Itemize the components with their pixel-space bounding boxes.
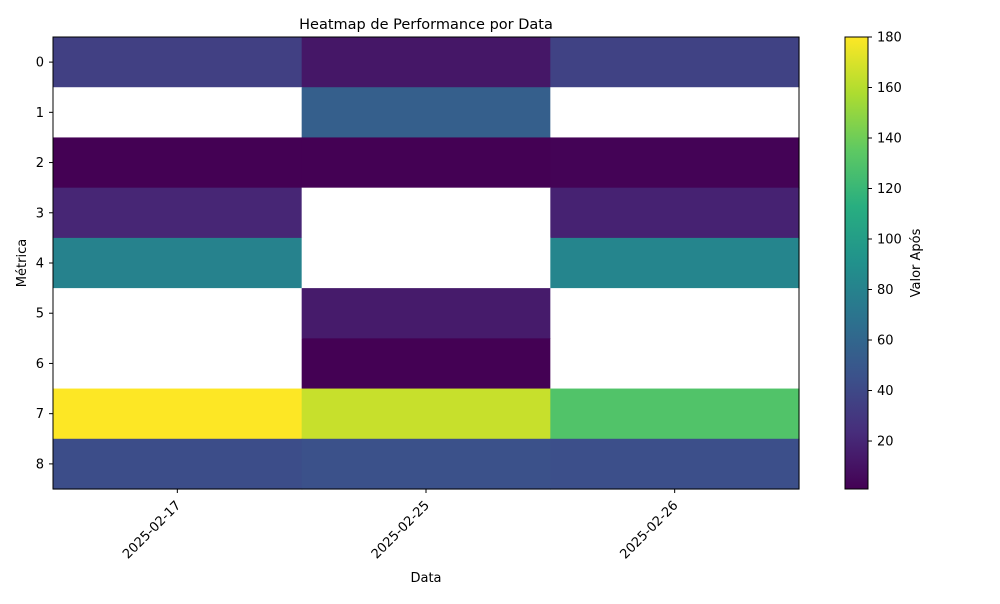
heatmap-cell [53, 288, 303, 339]
heatmap-cell [301, 87, 551, 139]
colorbar-label: Valor Após [909, 228, 924, 297]
y-tick-label: 8 [36, 457, 44, 472]
y-tick-label: 4 [36, 257, 44, 272]
heatmap-cell [53, 388, 303, 440]
y-tick-label: 6 [36, 357, 44, 372]
y-tick-label: 3 [36, 206, 44, 221]
colorbar-ticks: 20 40 60 80 100 120 140 160 180 [868, 31, 902, 450]
colorbar-tick-label: 140 [877, 132, 902, 147]
x-tick-label: 2025-02-25 [369, 498, 433, 562]
colorbar-tick-label: 100 [877, 233, 902, 248]
heatmap-cell [53, 87, 303, 139]
heatmap-cell [301, 438, 551, 490]
y-tick-label: 7 [36, 407, 44, 422]
x-tick-label: 2025-02-17 [120, 498, 184, 562]
colorbar-tick-label: 80 [877, 283, 894, 298]
chart-title: Heatmap de Performance por Data [299, 17, 553, 33]
y-axis-label: Métrica [15, 239, 30, 287]
y-tick-label: 2 [36, 156, 44, 171]
y-axis-ticks: 0 1 2 3 4 5 6 7 8 [36, 56, 53, 472]
heatmap-cell [550, 137, 800, 189]
heatmap-cell [301, 237, 551, 289]
heatmap-cell [53, 438, 303, 490]
y-tick-label: 5 [36, 307, 44, 322]
heatmap-cell [550, 338, 800, 390]
x-axis-ticks: 2025-02-17 2025-02-25 2025-02-26 [120, 489, 681, 562]
x-axis-label: Data [410, 571, 441, 586]
heatmap-cell [301, 338, 551, 390]
colorbar-tick-label: 180 [877, 31, 902, 46]
heatmap-cell [550, 288, 800, 339]
x-tick-label: 2025-02-26 [617, 498, 681, 562]
heatmap-cell [301, 137, 551, 189]
heatmap-cell [550, 438, 800, 490]
heatmap-cell [550, 237, 800, 289]
heatmap-cell [301, 187, 551, 239]
colorbar-tick-label: 160 [877, 81, 902, 96]
heatmap-cell [550, 388, 800, 440]
heatmap-cell [53, 237, 303, 289]
heatmap-cell [301, 37, 551, 88]
colorbar [844, 36, 869, 490]
heatmap-cell [53, 187, 303, 239]
heatmap-cell [550, 187, 800, 239]
colorbar-tick-label: 120 [877, 182, 902, 197]
colorbar-tick-label: 40 [877, 384, 894, 399]
heatmap-cell [301, 288, 551, 339]
heatmap-cell [53, 37, 303, 88]
heatmap-cell [301, 388, 551, 440]
heatmap-cell [550, 37, 800, 88]
y-tick-label: 1 [36, 106, 44, 121]
heatmap-cells [53, 37, 800, 490]
colorbar-tick-label: 20 [877, 435, 894, 450]
y-tick-label: 0 [36, 56, 44, 71]
colorbar-tick-label: 60 [877, 334, 894, 349]
heatmap-cell [550, 87, 800, 139]
heatmap-cell [53, 338, 303, 390]
heatmap-cell [53, 137, 303, 189]
